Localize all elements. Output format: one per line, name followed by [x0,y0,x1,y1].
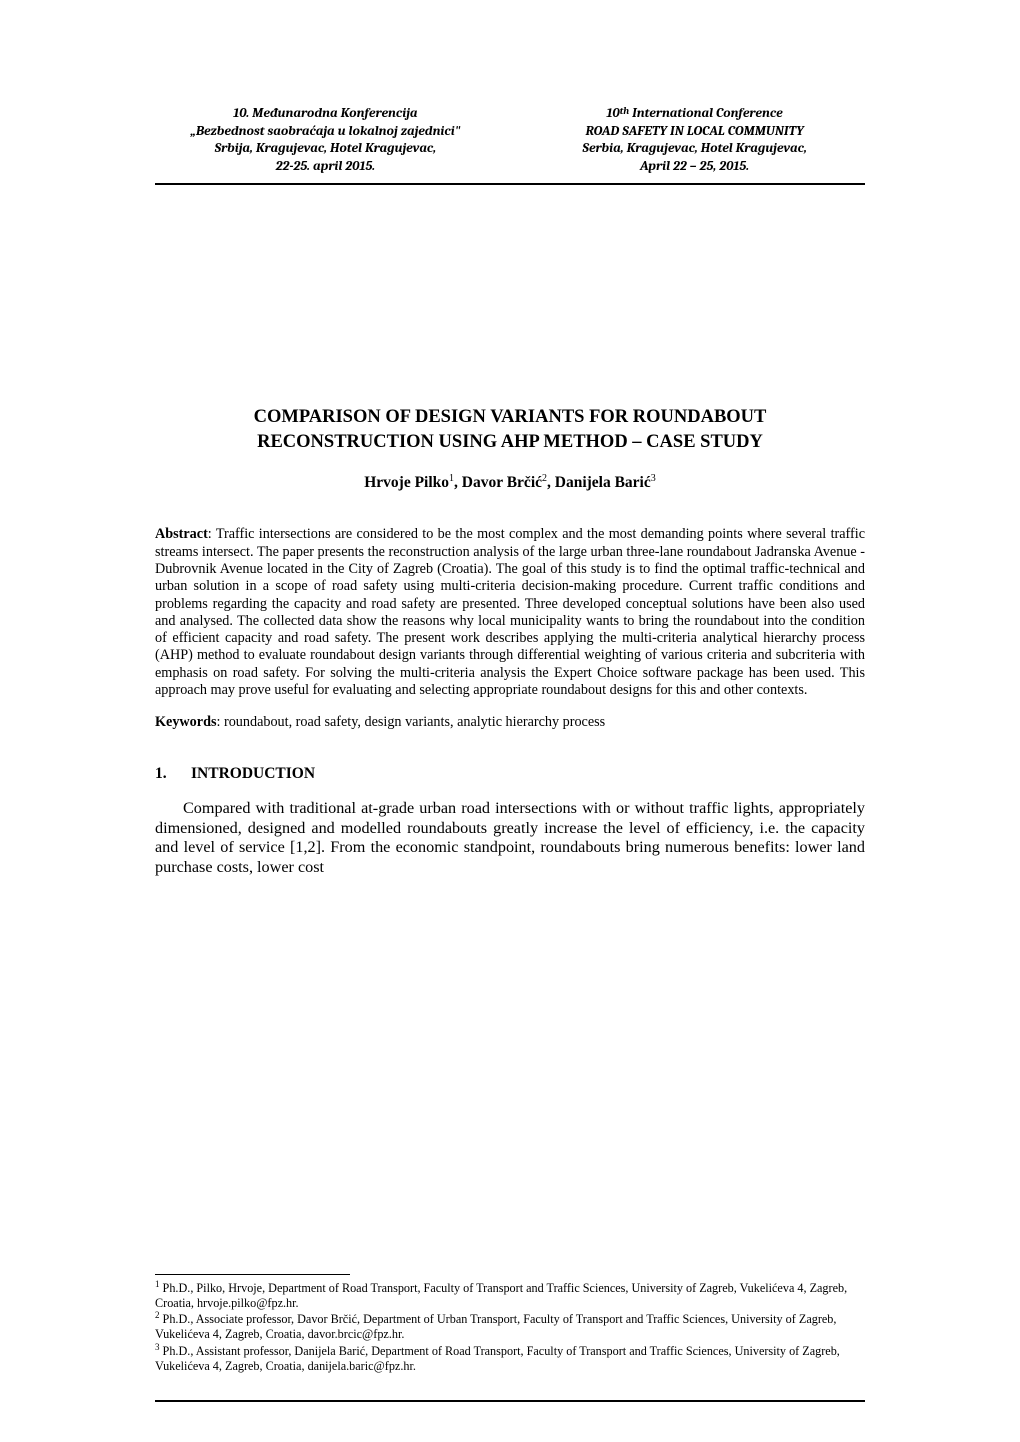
vertical-gap [155,185,865,405]
authors-line: Hrvoje Pilko1, Davor Brčić2, Danijela Ba… [155,473,865,492]
author-3: , Danijela Barić [547,474,651,491]
header-left-block: 10. Međunarodna Konferencija „Bezbednost… [155,105,496,175]
footnotes-block: 1 Ph.D., Pilko, Hrvoje, Department of Ro… [155,1274,865,1374]
header-left-l1: 10. Međunarodna Konferencija [155,105,496,123]
keywords-text: : roundabout, road safety, design varian… [216,714,605,730]
footnote-rule [155,1274,350,1275]
abstract-label: Abstract [155,526,208,542]
footnote-2-text: Ph.D., Associate professor, Davor Brčić,… [155,1312,836,1341]
abstract-text: : Traffic intersections are considered t… [155,526,865,698]
header-left-l3: Srbija, Kragujevac, Hotel Kragujevac, [155,140,496,158]
page: 10. Međunarodna Konferencija „Bezbednost… [0,0,1020,1442]
abstract-block: Abstract: Traffic intersections are cons… [155,526,865,699]
section-1-title: INTRODUCTION [191,765,315,782]
header-right-l4: April 22 – 25, 2015. [524,158,865,176]
header-left-l2: „Bezbednost saobraćaja u lokalnoj zajedn… [155,123,496,141]
keywords-block: Keywords: roundabout, road safety, desig… [155,714,865,731]
footnote-3-text: Ph.D., Assistant professor, Danijela Bar… [155,1344,840,1373]
section-1-number: 1. [155,765,191,783]
paper-title: COMPARISON OF DESIGN VARIANTS FOR ROUNDA… [155,405,865,455]
header-right-l1-text: 10th International Conference [607,106,783,121]
section-1-heading: 1.INTRODUCTION [155,765,865,783]
author-2: , Davor Brčić [454,474,542,491]
bottom-rule [155,1400,865,1402]
title-line2: RECONSTRUCTION USING AHP METHOD – CASE S… [155,430,865,455]
section-1-para-1: Compared with traditional at-grade urban… [155,799,865,878]
author-3-sup: 3 [651,473,656,484]
footnote-1-text: Ph.D., Pilko, Hrvoje, Department of Road… [155,1281,847,1310]
header-right-l1: 10th International Conference [524,105,865,123]
keywords-label: Keywords [155,714,216,730]
header-right-l2: ROAD SAFETY IN LOCAL COMMUNITY [524,123,865,141]
footnote-1: 1 Ph.D., Pilko, Hrvoje, Department of Ro… [155,1279,865,1311]
header-right-block: 10th International Conference ROAD SAFET… [524,105,865,175]
footnote-2: 2 Ph.D., Associate professor, Davor Brči… [155,1310,865,1342]
header-right-l3: Serbia, Kragujevac, Hotel Kragujevac, [524,140,865,158]
footnote-3: 3 Ph.D., Assistant professor, Danijela B… [155,1342,865,1374]
header-left-l4: 22-25. april 2015. [155,158,496,176]
title-line1: COMPARISON OF DESIGN VARIANTS FOR ROUNDA… [155,405,865,430]
author-1: Hrvoje Pilko [364,474,449,491]
conference-header: 10. Međunarodna Konferencija „Bezbednost… [155,105,865,175]
bottom-rule-wrap [155,1400,865,1402]
